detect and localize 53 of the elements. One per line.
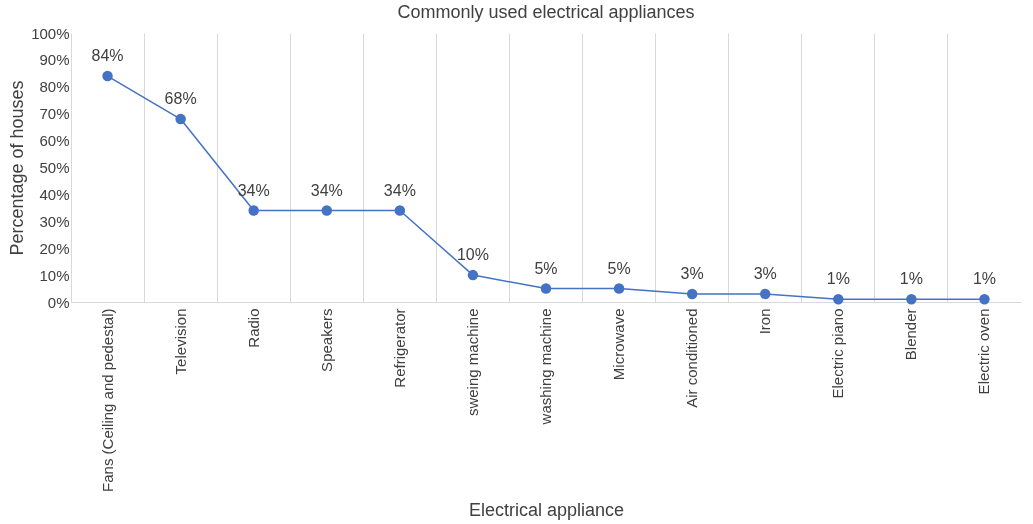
point (833, 294, 844, 305)
data-label: 1% (899, 270, 923, 288)
y-tick-label: 80% (39, 78, 70, 96)
point (394, 205, 406, 216)
y-tick-label: 10% (39, 266, 70, 284)
data-label: 34% (237, 181, 270, 199)
point (979, 294, 990, 305)
data-label: 34% (383, 181, 416, 199)
x-tick-label: Radio (244, 308, 262, 348)
data-label: 5% (607, 259, 631, 277)
x-tick-label: Television (171, 308, 189, 375)
y-tick-label: 100% (31, 24, 70, 42)
data-label: 10% (456, 246, 489, 264)
x-tick-label: Fans (Ceiling and pedestal) (98, 308, 116, 492)
y-tick-label: 50% (39, 159, 70, 176)
y-axis-title: Percentage of houses (7, 80, 28, 256)
x-tick-label: Air conditioned (683, 308, 701, 408)
point (321, 205, 333, 216)
data-label: 1% (972, 270, 997, 288)
y-tick-label: 0% (47, 293, 70, 311)
y-tick-label: 90% (39, 51, 70, 69)
point (613, 283, 625, 294)
data-label: 84% (91, 47, 124, 65)
x-tick-label: sweing machine (463, 308, 481, 417)
data-label: 3% (680, 264, 704, 282)
point (540, 283, 552, 294)
point (906, 294, 917, 305)
data-label: 1% (826, 270, 850, 288)
data-label: 34% (310, 181, 343, 199)
x-tick-label: Microwave (610, 308, 628, 381)
point (248, 205, 259, 216)
x-tick-label: Electric oven (975, 308, 993, 395)
y-tick-label: 60% (39, 132, 70, 150)
x-axis-title: Electrical appliance (468, 499, 625, 520)
y-tick-label: 30% (39, 212, 70, 230)
x-tick-label: Speakers (317, 308, 335, 372)
data-label: 5% (534, 259, 558, 277)
point (467, 269, 479, 281)
point (102, 70, 113, 82)
x-tick-label: washing machine (537, 308, 554, 426)
point (686, 288, 698, 300)
data-label: 68% (164, 90, 197, 108)
point (175, 113, 186, 125)
y-tick-label: 20% (39, 239, 70, 257)
x-tick-label: Refrigerator (390, 308, 408, 388)
x-tick-label: Blender (902, 308, 920, 361)
x-tick-label: Electric piano (829, 308, 847, 399)
data-label: 3% (753, 264, 777, 282)
y-tick-label: 70% (39, 105, 70, 123)
chart-title: Commonly used electrical appliances (397, 2, 695, 22)
y-tick-label: 40% (39, 185, 70, 203)
point (759, 288, 771, 300)
x-tick-label: Iron (756, 308, 774, 335)
